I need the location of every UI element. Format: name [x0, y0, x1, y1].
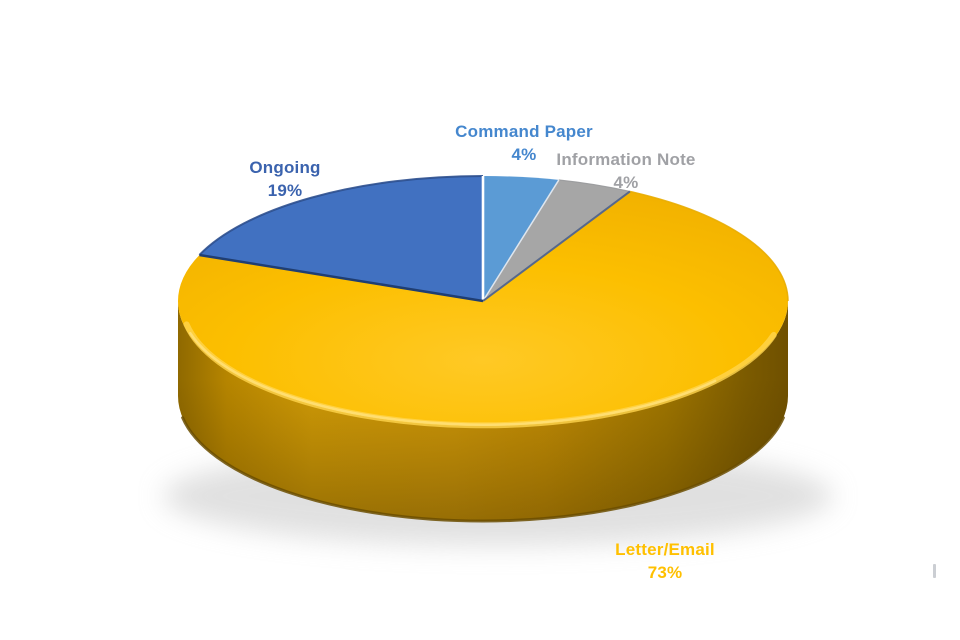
pie-slice-information-note — [483, 179, 630, 301]
slice-label-command-paper: Command Paper 4% — [455, 120, 593, 166]
pie-body — [163, 175, 833, 546]
label-value: 4% — [511, 145, 537, 164]
label-value: 73% — [647, 563, 683, 582]
label-name: Command Paper — [455, 122, 593, 141]
label-name: Information Note — [556, 150, 696, 169]
slice-label-information-note: Information Note 4% — [556, 148, 695, 194]
label-value: 4% — [613, 173, 639, 192]
pie-slice-letter-email — [178, 191, 789, 426]
slice-label-ongoing: Ongoing 19% — [249, 156, 320, 202]
stray-mark — [933, 564, 936, 578]
label-value: 19% — [267, 181, 303, 200]
label-name: Letter/Email — [615, 540, 715, 559]
label-name: Ongoing — [249, 158, 321, 177]
slice-label-letter-email: Letter/Email 73% — [615, 538, 715, 584]
pie-slice-ongoing — [199, 176, 484, 301]
